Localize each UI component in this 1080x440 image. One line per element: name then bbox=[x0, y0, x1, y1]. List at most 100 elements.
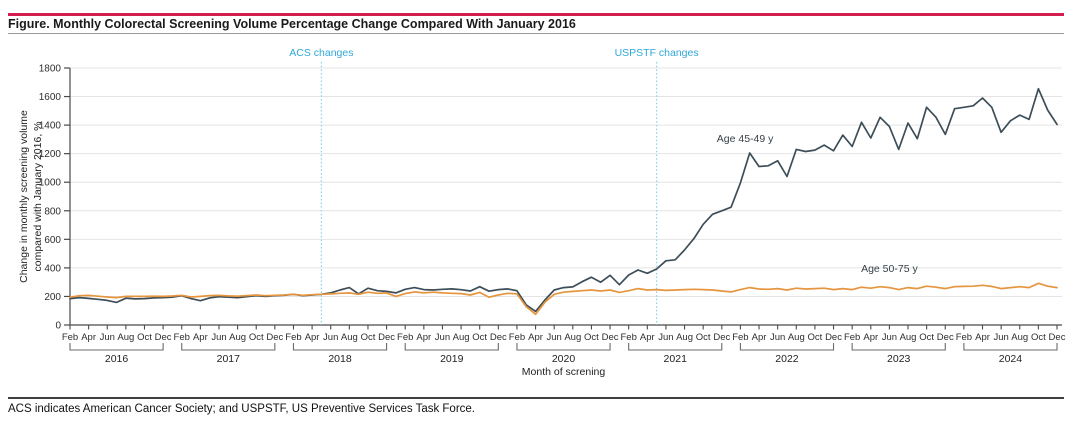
month-label: Feb bbox=[509, 332, 525, 343]
year-bracket bbox=[404, 343, 499, 351]
month-label: Oct bbox=[137, 332, 152, 343]
month-label: Dec bbox=[937, 332, 954, 343]
month-label: Aug bbox=[1011, 332, 1028, 343]
series-label-age-50-75-y: Age 50-75 y bbox=[861, 263, 918, 275]
month-label: Feb bbox=[844, 332, 860, 343]
month-label: Feb bbox=[285, 332, 301, 343]
y-tick-label: 1400 bbox=[39, 121, 62, 132]
line-chart: 0 200 400 600 800 1000 1200 1400 1600 1800 Change … bbox=[18, 47, 1066, 378]
year-bracket bbox=[69, 343, 164, 351]
month-label: Oct bbox=[361, 332, 376, 343]
series-label-age-45-49-y: Age 45-49 y bbox=[717, 133, 774, 145]
month-label: Aug bbox=[564, 332, 581, 343]
y-tick-label: 400 bbox=[44, 263, 61, 274]
month-label: Jun bbox=[100, 332, 115, 343]
month-label: Feb bbox=[397, 332, 413, 343]
y-tick-label: 1600 bbox=[39, 92, 62, 103]
year-bracket bbox=[181, 343, 276, 351]
accent-top-rule bbox=[8, 13, 1064, 16]
month-label: Apr bbox=[305, 332, 320, 343]
y-tick-label: 1200 bbox=[39, 149, 62, 160]
month-label: Jun bbox=[993, 332, 1008, 343]
y-axis-title: Change in monthly screening volume compar… bbox=[18, 110, 44, 283]
y-tick-label: 200 bbox=[44, 292, 61, 303]
month-label: Jun bbox=[882, 332, 897, 343]
year-bracket bbox=[851, 343, 946, 351]
year-bracket bbox=[739, 343, 835, 351]
month-label: Apr bbox=[416, 332, 431, 343]
reference-lines: ACS changes USPSTF changes bbox=[289, 47, 699, 325]
reference-line-label: ACS changes bbox=[289, 47, 353, 59]
y-tick-label: 1000 bbox=[39, 178, 62, 189]
month-label: Oct bbox=[1031, 332, 1046, 343]
year-label: 2023 bbox=[887, 353, 911, 365]
month-label: Apr bbox=[863, 332, 878, 343]
month-label: Aug bbox=[341, 332, 358, 343]
year-label: 2022 bbox=[775, 353, 799, 365]
footnote-text: ACS indicates American Cancer Society; a… bbox=[8, 403, 476, 415]
month-label: Dec bbox=[490, 332, 507, 343]
month-label: Oct bbox=[919, 332, 934, 343]
month-label: Apr bbox=[81, 332, 96, 343]
year-label: 2018 bbox=[328, 353, 352, 365]
month-label: Apr bbox=[640, 332, 655, 343]
footnote-divider bbox=[8, 397, 1064, 399]
year-bracket bbox=[516, 343, 611, 351]
series-line-age-45-49-y bbox=[69, 87, 1058, 313]
month-label: Dec bbox=[825, 332, 842, 343]
month-label: Dec bbox=[713, 332, 730, 343]
month-label: Aug bbox=[788, 332, 805, 343]
month-label: Apr bbox=[193, 332, 208, 343]
month-label: Jun bbox=[435, 332, 450, 343]
y-tick-label: 1800 bbox=[39, 64, 62, 75]
figure-title: Figure. Monthly Colorectal Screening Vol… bbox=[8, 17, 576, 31]
month-label: Jun bbox=[658, 332, 673, 343]
month-label: Aug bbox=[453, 332, 470, 343]
month-label: Oct bbox=[696, 332, 711, 343]
month-label: Feb bbox=[62, 332, 78, 343]
month-label: Apr bbox=[975, 332, 990, 343]
month-label: Feb bbox=[174, 332, 190, 343]
title-divider bbox=[8, 33, 1064, 35]
month-label: Oct bbox=[808, 332, 823, 343]
month-label: Dec bbox=[602, 332, 619, 343]
year-label: 2019 bbox=[440, 353, 464, 365]
month-label: Aug bbox=[117, 332, 134, 343]
month-label: Apr bbox=[528, 332, 543, 343]
y-tick-label: 600 bbox=[44, 235, 61, 246]
year-label: 2021 bbox=[664, 353, 688, 365]
year-label: 2020 bbox=[552, 353, 576, 365]
month-label: Feb bbox=[620, 332, 636, 343]
month-label: Feb bbox=[732, 332, 748, 343]
month-label: Apr bbox=[752, 332, 767, 343]
month-label: Dec bbox=[155, 332, 172, 343]
month-label: Jun bbox=[770, 332, 785, 343]
chart-area: 0 200 400 600 800 1000 1200 1400 1600 1800 Change … bbox=[0, 42, 1080, 394]
y-tick-label: 800 bbox=[44, 206, 61, 217]
year-bracket bbox=[963, 343, 1058, 351]
month-label: Dec bbox=[266, 332, 283, 343]
year-bracket bbox=[292, 343, 388, 351]
month-label: Aug bbox=[229, 332, 246, 343]
month-label: Jun bbox=[323, 332, 338, 343]
year-label: 2024 bbox=[999, 353, 1023, 365]
month-label: Jun bbox=[211, 332, 226, 343]
year-label: 2016 bbox=[105, 353, 129, 365]
y-axis-title-line: compared with January 2016, % bbox=[32, 122, 44, 272]
month-label: Jun bbox=[547, 332, 562, 343]
month-label: Oct bbox=[584, 332, 599, 343]
series-age-45-49-y: Age 45-49 y bbox=[69, 87, 1058, 313]
year-bracket bbox=[628, 343, 723, 351]
series-line-age-50-75-y bbox=[69, 282, 1058, 316]
y-gridlines bbox=[70, 67, 1062, 297]
year-label: 2017 bbox=[217, 353, 241, 365]
month-label: Oct bbox=[472, 332, 487, 343]
month-label: Aug bbox=[900, 332, 917, 343]
month-label: Oct bbox=[249, 332, 264, 343]
reference-line-label: USPSTF changes bbox=[615, 47, 699, 59]
month-label: Dec bbox=[1049, 332, 1066, 343]
month-label: Feb bbox=[956, 332, 972, 343]
y-axis-title-line: Change in monthly screening volume bbox=[18, 110, 30, 283]
